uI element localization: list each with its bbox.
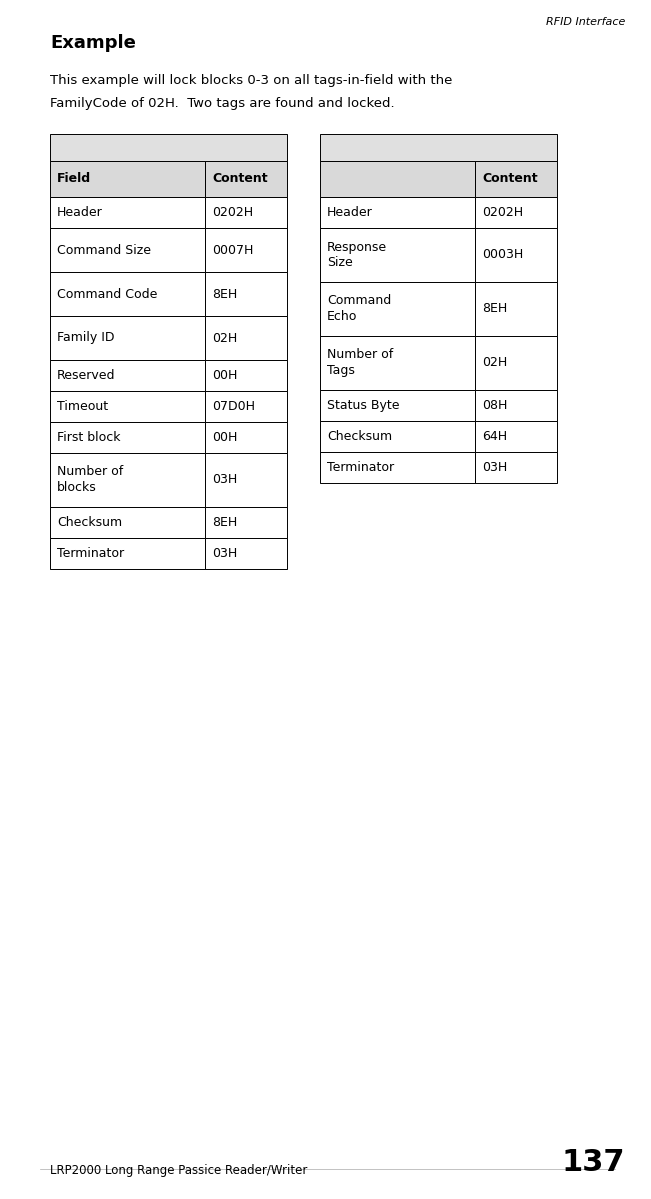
Text: 137: 137 [562, 1147, 625, 1177]
Bar [50, 422, 205, 453]
Text: Status Byte: Status Byte [327, 399, 400, 412]
Bar [205, 507, 287, 538]
Bar [50, 453, 205, 507]
Bar [320, 390, 475, 421]
Text: Content: Content [212, 173, 268, 186]
Bar [320, 197, 475, 228]
Bar [205, 453, 287, 507]
Text: 8EH: 8EH [212, 288, 237, 301]
Text: Terminator: Terminator [57, 547, 124, 560]
Text: 02H: 02H [482, 356, 507, 369]
Text: 64H: 64H [482, 430, 507, 442]
Bar [50, 228, 205, 272]
Text: Number of
Tags: Number of Tags [327, 349, 393, 378]
Bar [320, 282, 475, 336]
Bar [320, 228, 475, 282]
Bar [320, 421, 475, 452]
Text: Checksum: Checksum [57, 516, 122, 529]
Text: Header: Header [57, 206, 103, 219]
Bar [475, 161, 557, 197]
Text: RFID Interface: RFID Interface [546, 17, 625, 28]
Text: Command Code: Command Code [57, 288, 158, 301]
Bar [205, 272, 287, 317]
Bar [320, 134, 557, 161]
Text: First block: First block [57, 430, 120, 444]
Bar [205, 197, 287, 228]
Bar [50, 134, 287, 161]
Bar [50, 360, 205, 391]
Text: 03H: 03H [482, 460, 507, 474]
Bar [205, 422, 287, 453]
Bar [50, 317, 205, 360]
Bar [475, 197, 557, 228]
Text: 0202H: 0202H [482, 206, 523, 219]
Text: 00H: 00H [212, 369, 238, 382]
Bar [475, 390, 557, 421]
Text: 02H: 02H [212, 331, 237, 344]
Text: Command
Echo: Command Echo [327, 295, 391, 324]
Bar [320, 161, 475, 197]
Text: 00H: 00H [212, 430, 238, 444]
Text: 03H: 03H [212, 547, 237, 560]
Bar [205, 228, 287, 272]
Text: 8EH: 8EH [482, 302, 507, 315]
Bar [320, 336, 475, 390]
Bar [50, 272, 205, 317]
Text: 0007H: 0007H [212, 243, 253, 257]
Text: LRP2000 Long Range Passice Reader/Writer: LRP2000 Long Range Passice Reader/Writer [50, 1164, 307, 1177]
Bar [475, 282, 557, 336]
Text: Command Size: Command Size [57, 243, 151, 257]
Bar [205, 538, 287, 570]
Bar [475, 228, 557, 282]
Bar [50, 391, 205, 422]
Bar [475, 452, 557, 483]
Text: FamilyCode of 02H.  Two tags are found and locked.: FamilyCode of 02H. Two tags are found an… [50, 97, 395, 110]
Bar [50, 538, 205, 570]
Text: Content: Content [482, 173, 538, 186]
Bar [205, 391, 287, 422]
Text: Timeout: Timeout [57, 400, 108, 412]
Text: 8EH: 8EH [212, 516, 237, 529]
Text: Number of
blocks: Number of blocks [57, 465, 123, 494]
Text: 07D0H: 07D0H [212, 400, 255, 412]
Text: Checksum: Checksum [327, 430, 392, 442]
Bar [50, 161, 205, 197]
Bar [50, 197, 205, 228]
Bar [320, 452, 475, 483]
Bar [50, 507, 205, 538]
Bar [205, 317, 287, 360]
Text: 03H: 03H [212, 474, 237, 487]
Text: 08H: 08H [482, 399, 507, 412]
Text: Example: Example [50, 34, 136, 52]
Text: This example will lock blocks 0-3 on all tags-in-field with the: This example will lock blocks 0-3 on all… [50, 74, 452, 88]
Text: 0202H: 0202H [212, 206, 253, 219]
Bar [205, 161, 287, 197]
Text: Family ID: Family ID [57, 331, 115, 344]
Text: Field: Field [57, 173, 91, 186]
Bar [475, 336, 557, 390]
Text: 0003H: 0003H [482, 248, 523, 261]
Bar [475, 421, 557, 452]
Text: Terminator: Terminator [327, 460, 394, 474]
Text: Header: Header [327, 206, 373, 219]
Text: Reserved: Reserved [57, 369, 115, 382]
Bar [205, 360, 287, 391]
Text: Response
Size: Response Size [327, 241, 387, 270]
